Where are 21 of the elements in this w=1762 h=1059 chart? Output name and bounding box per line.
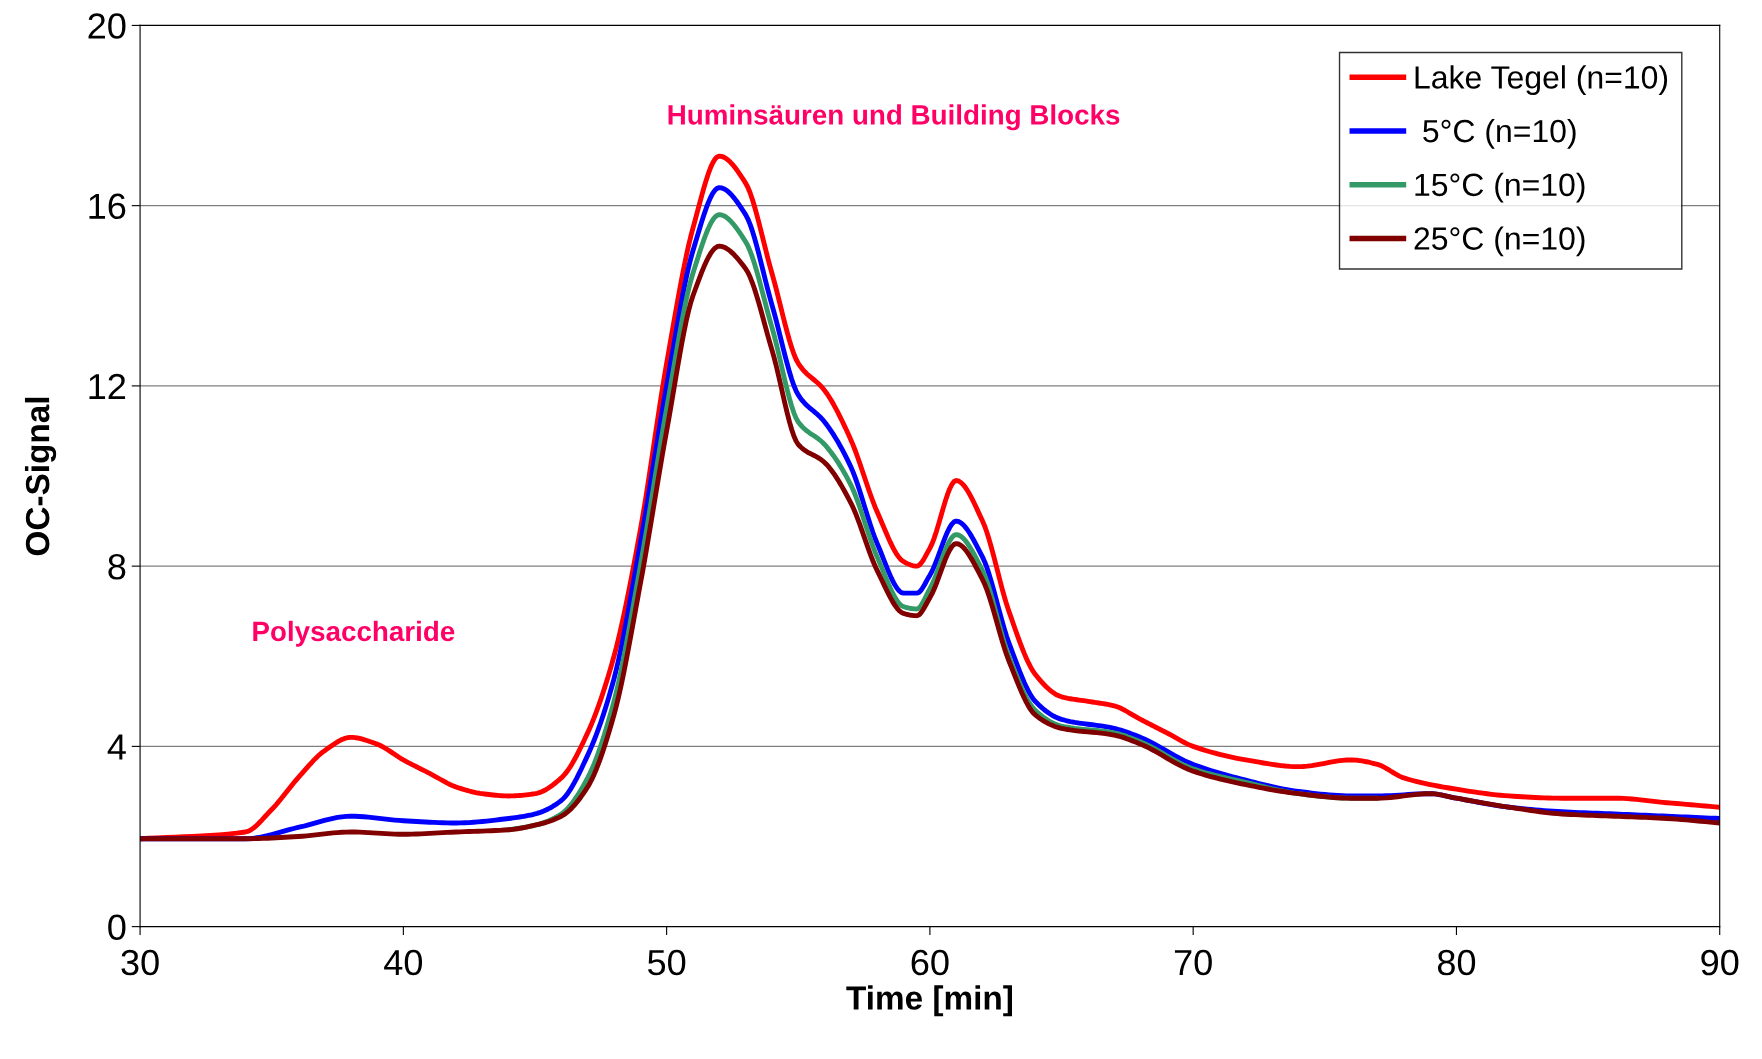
y-tick-label: 4 bbox=[107, 734, 126, 760]
legend-label: 5°C (n=10) bbox=[1423, 118, 1576, 149]
x-tick-label: 80 bbox=[1437, 949, 1476, 976]
annotation: Polysaccharide bbox=[253, 620, 455, 647]
y-tick-label: 16 bbox=[89, 193, 126, 220]
legend-label: Lake Tegel (n=10) bbox=[1415, 65, 1668, 96]
x-tick-label: 40 bbox=[384, 949, 423, 976]
y-tick-label: 20 bbox=[88, 13, 126, 39]
x-axis-title: Time [min] bbox=[846, 985, 1012, 1017]
y-tick-label: 12 bbox=[89, 373, 126, 399]
x-tick-label: 90 bbox=[1701, 949, 1739, 976]
x-tick-label: 70 bbox=[1174, 949, 1212, 976]
x-tick-label: 30 bbox=[121, 949, 159, 976]
legend-label: 15°C (n=10) bbox=[1415, 172, 1585, 203]
y-tick-label: 0 bbox=[108, 914, 126, 941]
y-axis-title: OC-Signal bbox=[24, 397, 57, 556]
x-tick-label: 60 bbox=[911, 949, 949, 976]
annotation: Huminsäuren und Building Blocks bbox=[668, 104, 1120, 131]
legend-label: 25°C (n=10) bbox=[1414, 226, 1585, 257]
y-tick-label: 8 bbox=[108, 554, 126, 580]
x-tick-label: 50 bbox=[647, 949, 686, 976]
